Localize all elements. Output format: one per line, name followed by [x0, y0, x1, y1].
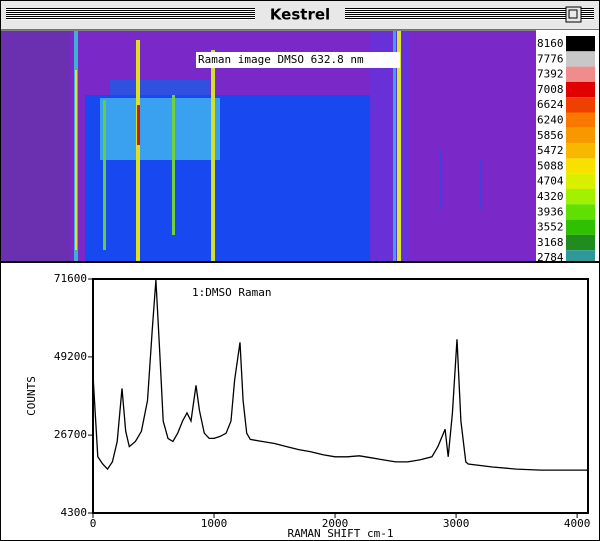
- colorbar-swatch: [566, 112, 595, 128]
- x-axis-label: RAMAN SHIFT cm-1: [288, 527, 394, 540]
- colorbar-swatch: [566, 189, 595, 205]
- colorbar-swatch: [566, 219, 595, 235]
- window-title: Kestrel: [270, 6, 330, 24]
- colorbar-label: 4704: [537, 175, 564, 188]
- y-tick-label: 49200: [54, 350, 87, 363]
- colorbar-swatch: [566, 97, 595, 113]
- y-tick-label: 4300: [61, 506, 88, 519]
- x-tick-label: 1000: [201, 517, 228, 530]
- colorbar-label: 5088: [537, 159, 564, 172]
- spectrum-chart: 4300 26700 49200 71600 0 1000 2000 3000 4000 RAMA…: [25, 272, 590, 540]
- colorbar-swatch: [566, 143, 595, 159]
- image-band: [100, 98, 220, 160]
- colorbar-label: 7392: [537, 68, 564, 81]
- colorbar-swatch: [566, 127, 595, 144]
- colorbar-label: 6240: [537, 114, 564, 127]
- image-band: [1, 31, 70, 262]
- x-tick-label: 3000: [443, 517, 470, 530]
- colorbar-label: 6624: [537, 98, 564, 111]
- colorbar-swatch: [566, 204, 595, 220]
- image-label-bg: [196, 52, 400, 68]
- y-tick-label: 71600: [54, 272, 87, 285]
- colorbar-label: 5856: [537, 129, 564, 142]
- image-line: [136, 40, 140, 262]
- colorbar-swatch: [566, 234, 595, 251]
- image-line: [75, 70, 77, 250]
- colorbar: 8160 7776 7392 7008 6624 6240 5856 5472 5088 4704…: [537, 36, 595, 280]
- x-tick-label: 4000: [564, 517, 591, 530]
- image-line: [480, 160, 482, 210]
- colorbar-label: 5472: [537, 144, 564, 157]
- colorbar-label: 3936: [537, 205, 564, 218]
- image-band: [110, 80, 210, 95]
- y-tick-label: 26700: [54, 428, 87, 441]
- y-axis-label: COUNTS: [25, 376, 38, 416]
- image-line: [393, 31, 396, 262]
- spectrum-line: [92, 279, 588, 471]
- colorbar-label: 7008: [537, 83, 564, 96]
- colorbar-swatch: [566, 66, 595, 82]
- image-label: Raman image DMSO 632.8 nm: [198, 53, 364, 66]
- title-bg: [255, 4, 345, 26]
- colorbar-swatch: [566, 173, 595, 189]
- colorbar-label: 4320: [537, 190, 564, 203]
- colorbar-label: 2400: [537, 267, 564, 280]
- colorbar-swatch: [566, 36, 595, 52]
- image-band: [370, 31, 410, 262]
- legend-label: 1:DMSO Raman: [192, 286, 271, 299]
- colorbar-swatch: [566, 81, 595, 98]
- colorbar-swatch: [566, 51, 595, 67]
- image-line: [103, 100, 106, 250]
- colorbar-swatch: [566, 250, 595, 262]
- image-line: [172, 95, 175, 235]
- colorbar-swatch: [566, 158, 595, 174]
- zoom-box-inner: [568, 9, 578, 19]
- colorbar-label: 3168: [537, 236, 564, 249]
- plot-frame: [92, 278, 589, 514]
- zoom-box[interactable]: [565, 6, 582, 23]
- colorbar-label: 3552: [537, 221, 564, 234]
- colorbar-label: 8160: [537, 37, 564, 50]
- raman-image: [1, 31, 536, 262]
- x-tick-label: 2000: [322, 517, 349, 530]
- image-line: [440, 150, 442, 210]
- colorbar-label: 7776: [537, 52, 564, 65]
- image-line: [397, 31, 401, 262]
- colorbar-label: 2784: [537, 251, 564, 264]
- x-tick-label: 0: [90, 517, 97, 530]
- image-line: [137, 105, 140, 145]
- image-line: [211, 50, 215, 262]
